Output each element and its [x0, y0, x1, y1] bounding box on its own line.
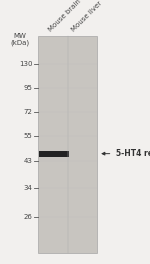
Bar	[38, 36, 97, 253]
Text: Mouse liver: Mouse liver	[71, 0, 103, 33]
Text: MW
(kDa): MW (kDa)	[11, 33, 30, 46]
Text: 95: 95	[23, 85, 32, 91]
Text: 43: 43	[23, 158, 32, 163]
Text: 72: 72	[23, 109, 32, 115]
Text: 5-HT4 receptor: 5-HT4 receptor	[116, 149, 150, 158]
Text: 34: 34	[23, 185, 32, 191]
Text: Mouse brain: Mouse brain	[48, 0, 82, 33]
Text: 130: 130	[19, 61, 32, 67]
Bar	[39, 151, 69, 157]
Text: 55: 55	[24, 133, 32, 139]
Text: 26: 26	[23, 214, 32, 220]
